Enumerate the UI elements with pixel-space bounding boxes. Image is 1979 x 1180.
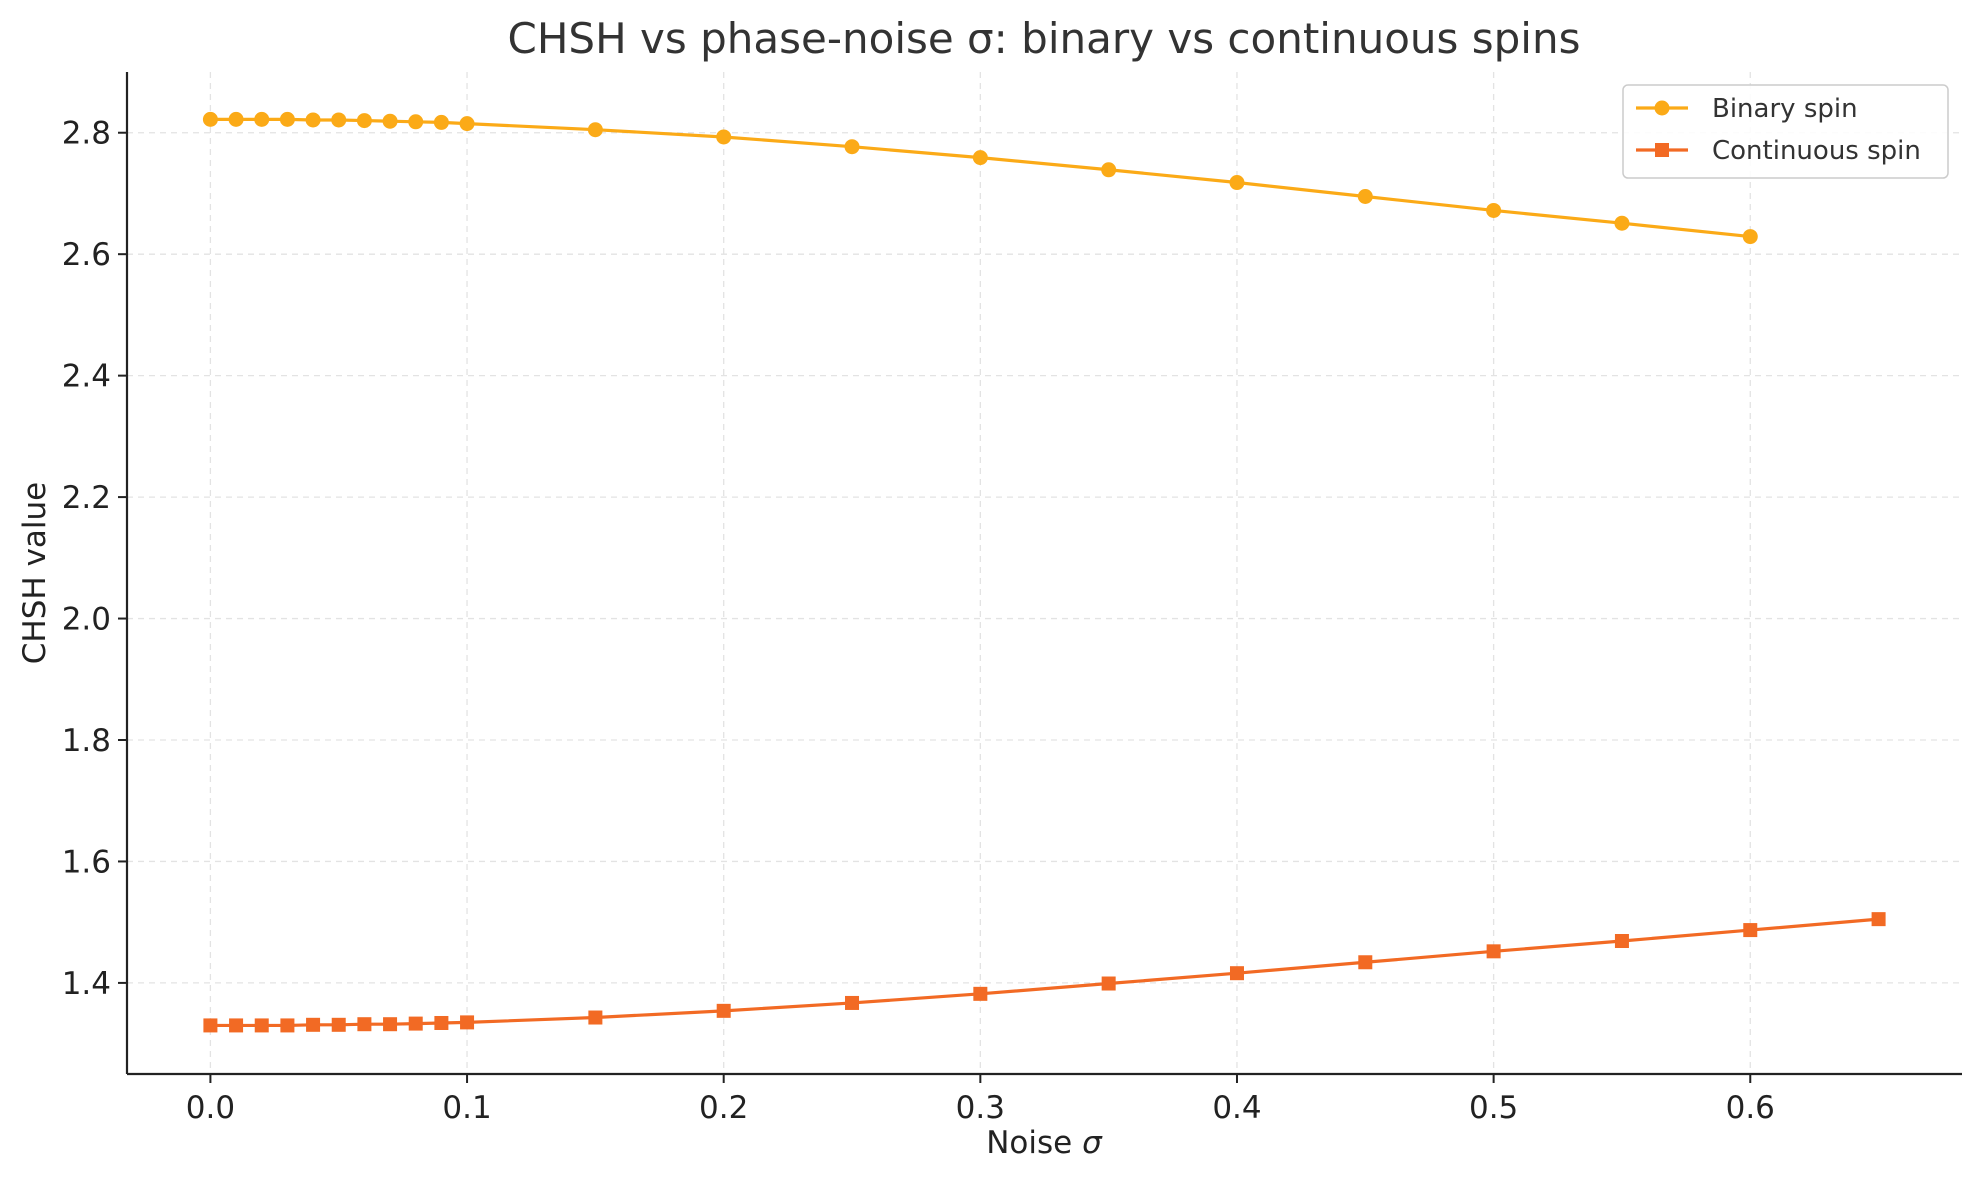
data-point-binary-spin: [202, 111, 218, 127]
data-point-continuous-spin: [1229, 966, 1244, 981]
data-point-continuous-spin: [1101, 976, 1116, 991]
data-point-binary-spin: [1486, 202, 1502, 218]
legend-entry-continuous-spin: Continuous spin: [1636, 136, 1921, 166]
legend-label-continuous-spin: Continuous spin: [1712, 136, 1921, 166]
series-binary-spin: [202, 111, 1758, 245]
y-axis-label: CHSH value: [17, 482, 53, 664]
data-point-continuous-spin: [408, 1016, 423, 1031]
data-point-binary-spin: [587, 122, 603, 138]
y-tick-label: 1.6: [62, 844, 111, 880]
data-point-continuous-spin: [383, 1017, 398, 1032]
data-point-continuous-spin: [254, 1018, 269, 1033]
legend-marker-continuous-spin: [1655, 143, 1669, 157]
x-tick-label: 0.3: [956, 1090, 1005, 1126]
data-point-continuous-spin: [588, 1010, 603, 1025]
chart-title: CHSH vs phase-noise σ: binary vs continu…: [508, 14, 1581, 63]
legend-label-binary-spin: Binary spin: [1712, 94, 1858, 124]
legend-marker-binary-spin: [1654, 100, 1670, 116]
data-point-binary-spin: [382, 113, 398, 129]
data-point-binary-spin: [279, 111, 295, 127]
data-point-continuous-spin: [1614, 934, 1629, 949]
x-tick-label: 0.2: [699, 1090, 748, 1126]
data-point-continuous-spin: [845, 995, 860, 1010]
data-point-binary-spin: [228, 111, 244, 127]
y-tick-label: 2.6: [62, 237, 111, 273]
data-point-continuous-spin: [229, 1018, 244, 1033]
x-axis-label-symbol: σ: [1082, 1125, 1103, 1161]
data-point-binary-spin: [433, 114, 449, 130]
data-point-continuous-spin: [973, 986, 988, 1001]
legend: Binary spin Continuous spin: [1622, 84, 1949, 179]
ticks: 0.0 0.1 0.2 0.3 0.4 0.5 0.6 1.4 1.6 1.8 2.0 2.2 2.4 2…: [62, 116, 1775, 1126]
data-point-binary-spin: [408, 114, 424, 130]
data-point-binary-spin: [1614, 215, 1630, 231]
legend-box: [1622, 84, 1949, 179]
data-point-binary-spin: [356, 113, 372, 129]
data-point-continuous-spin: [306, 1017, 321, 1032]
data-point-continuous-spin: [331, 1017, 346, 1032]
legend-entry-binary-spin: Binary spin: [1636, 94, 1858, 124]
y-tick-label: 1.4: [62, 966, 111, 1002]
y-tick-label: 2.8: [62, 116, 111, 152]
data-point-continuous-spin: [1743, 923, 1758, 938]
data-point-binary-spin: [305, 112, 321, 128]
data-point-binary-spin: [972, 150, 988, 166]
data-point-binary-spin: [716, 129, 732, 145]
series-continuous-spin: [203, 912, 1886, 1033]
y-tick-label: 2.2: [62, 480, 111, 516]
series: [202, 111, 1886, 1033]
data-point-continuous-spin: [203, 1018, 218, 1033]
data-point-continuous-spin: [280, 1018, 295, 1033]
x-tick-label: 0.0: [186, 1090, 235, 1126]
x-tick-label: 0.1: [442, 1090, 491, 1126]
x-axis-label: Noise σ: [986, 1125, 1103, 1161]
data-point-continuous-spin: [460, 1015, 475, 1030]
data-point-continuous-spin: [434, 1015, 449, 1030]
data-point-binary-spin: [254, 111, 270, 127]
data-point-continuous-spin: [1486, 944, 1501, 959]
data-point-continuous-spin: [1871, 912, 1886, 927]
x-tick-label: 0.5: [1469, 1090, 1518, 1126]
y-tick-label: 1.8: [62, 723, 111, 759]
y-tick-label: 2.0: [62, 602, 111, 638]
data-point-binary-spin: [1101, 162, 1117, 178]
data-point-binary-spin: [1357, 188, 1373, 204]
legend-entries: Binary spin Continuous spin: [1636, 94, 1921, 166]
x-tick-label: 0.4: [1212, 1090, 1261, 1126]
series-line-continuous-spin: [210, 917, 1879, 1028]
data-point-binary-spin: [459, 116, 475, 132]
x-tick-label: 0.6: [1726, 1090, 1775, 1126]
data-point-binary-spin: [1229, 175, 1245, 191]
data-point-binary-spin: [331, 112, 347, 128]
data-point-binary-spin: [1742, 229, 1758, 245]
data-point-continuous-spin: [1358, 955, 1373, 970]
y-tick-label: 2.4: [62, 359, 111, 395]
data-point-continuous-spin: [357, 1017, 372, 1032]
axes: [125, 72, 1962, 1076]
x-axis-label-text: Noise: [986, 1125, 1072, 1161]
data-point-continuous-spin: [716, 1003, 731, 1018]
data-point-binary-spin: [844, 139, 860, 155]
